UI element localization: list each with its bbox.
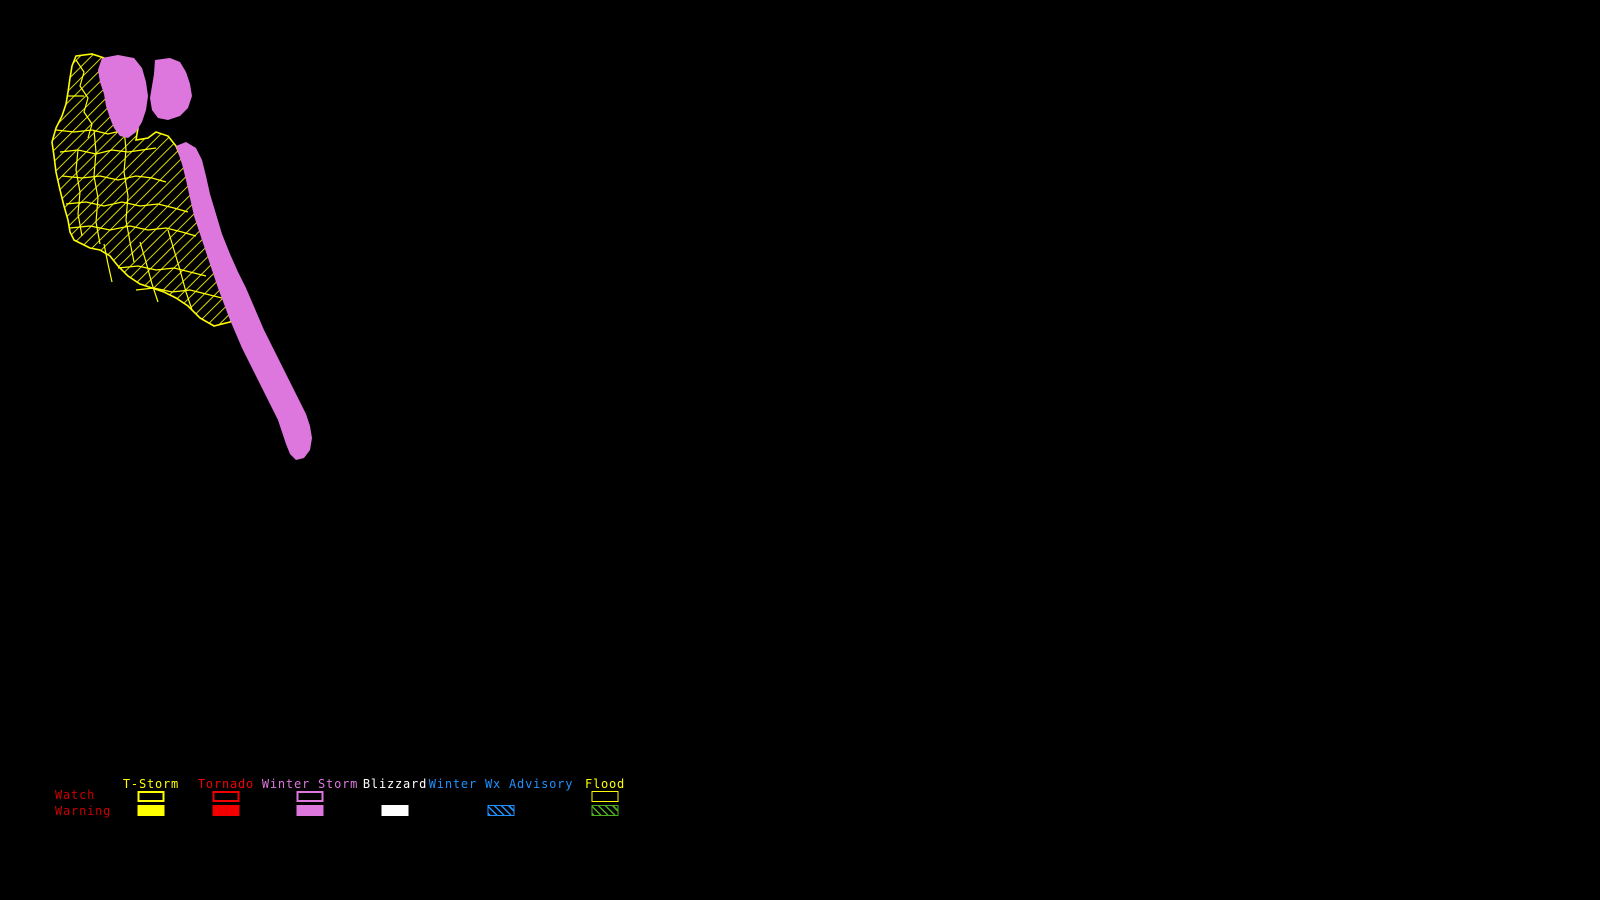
legend-swatch-flood-warning xyxy=(591,805,619,816)
legend: Watch Warning T-Storm Tornado Winter Sto… xyxy=(0,775,700,830)
legend-swatch-winter-wx-advisory-warning xyxy=(487,805,515,816)
legend-label-tstorm: T-Storm xyxy=(122,777,180,791)
legend-row-label-warning: Warning xyxy=(55,804,112,818)
weather-bulletin-map[interactable] xyxy=(0,0,1600,780)
legend-swatch-tornado-watch xyxy=(212,791,240,802)
winter-storm-warning-sierra-nevada[interactable] xyxy=(176,142,312,460)
legend-row-label-watch: Watch xyxy=(55,788,96,802)
winter-storm-warning-washington[interactable] xyxy=(98,55,148,138)
winter-storm-warning-idaho[interactable] xyxy=(150,58,192,120)
flood-watch-region[interactable] xyxy=(51,53,241,327)
legend-label-winter-wx-advisory: Winter Wx Advisory xyxy=(428,777,574,791)
legend-label-winter-storm: Winter Storm xyxy=(261,777,359,791)
legend-label-flood: Flood xyxy=(584,777,626,791)
legend-swatch-flood-watch xyxy=(591,791,619,802)
legend-swatch-tstorm-warning xyxy=(137,805,165,816)
legend-swatch-blizzard-warning xyxy=(381,805,409,816)
legend-label-tornado: Tornado xyxy=(197,777,255,791)
county-boundaries xyxy=(55,57,223,311)
legend-swatch-winter-storm-watch xyxy=(296,791,324,802)
map-background xyxy=(0,0,1600,780)
legend-swatch-winter-storm-warning xyxy=(296,805,324,816)
legend-swatch-tstorm-watch xyxy=(137,791,165,802)
legend-label-blizzard: Blizzard xyxy=(362,777,428,791)
legend-swatch-tornado-warning xyxy=(212,805,240,816)
